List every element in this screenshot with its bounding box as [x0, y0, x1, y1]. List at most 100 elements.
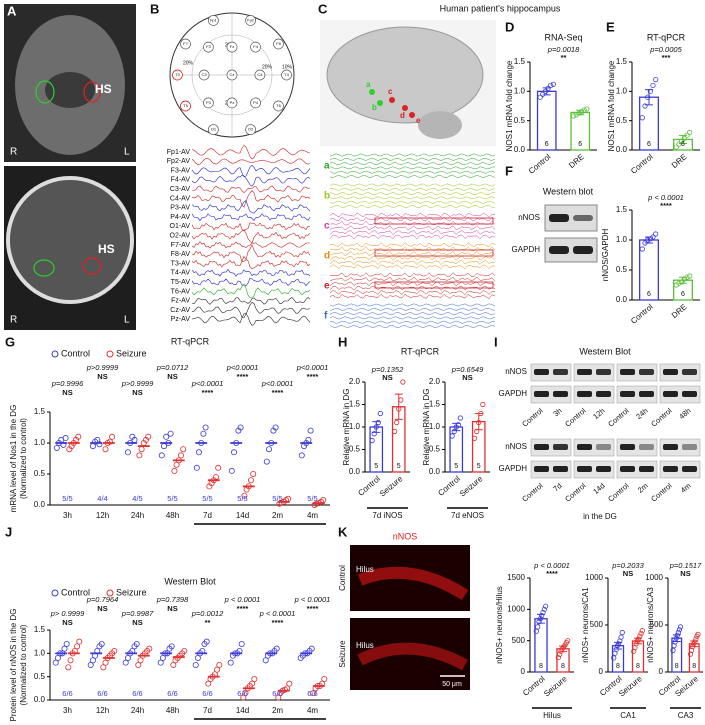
eeg-trace — [191, 312, 311, 326]
band-label: GAPDH — [512, 245, 541, 254]
y-tick-label: 1500 — [507, 573, 525, 582]
data-point — [695, 631, 701, 638]
seeg-trace — [329, 250, 496, 256]
electrode-label: Fp1 — [210, 18, 218, 23]
lane-label: Control — [649, 406, 674, 429]
data-point — [89, 657, 96, 664]
n-label: 5/5 — [62, 494, 72, 503]
data-point — [163, 433, 170, 440]
band — [577, 391, 592, 397]
data-point — [200, 430, 207, 437]
n-label: 4/5 — [132, 494, 142, 503]
data-point — [584, 106, 590, 112]
data-point — [539, 612, 545, 619]
electrode — [180, 38, 191, 50]
legend-label: Control — [61, 587, 90, 597]
n-label: 6 — [647, 291, 651, 298]
eeg-trace — [191, 190, 311, 208]
n-label: 6/6 — [132, 689, 142, 698]
electrode — [281, 69, 292, 81]
trace-label: e — [324, 281, 330, 292]
seeg-trace — [329, 192, 495, 196]
data-point — [537, 616, 543, 622]
data-point — [571, 113, 577, 119]
skull — [6, 176, 134, 304]
eeg-trace — [191, 296, 311, 305]
data-point — [170, 662, 177, 669]
data-point — [687, 129, 693, 135]
y-tick-label: 0 — [659, 667, 664, 676]
lane-label: 24h — [634, 406, 649, 421]
electrode-label: F3 — [206, 44, 211, 49]
data-point — [241, 492, 248, 499]
band — [596, 391, 611, 397]
seeg-trace — [329, 200, 496, 204]
band — [534, 466, 549, 472]
data-point — [250, 470, 257, 477]
data-point — [541, 606, 547, 612]
data-point — [690, 644, 696, 650]
x-tick-label: 24h — [131, 511, 144, 520]
granule-layer — [357, 642, 468, 671]
band-label: GAPDH — [499, 389, 528, 398]
data-point — [373, 424, 379, 430]
electrode — [273, 100, 284, 112]
data-point — [75, 433, 82, 440]
data-point — [537, 94, 543, 100]
legend-label: Seizure — [116, 348, 147, 358]
n-label: 6 — [647, 141, 651, 148]
trace-label: c — [324, 221, 330, 232]
data-point — [375, 419, 381, 426]
band-label: nNOS — [518, 213, 540, 222]
data-point — [396, 406, 402, 412]
roi-right — [82, 257, 102, 275]
channel-label: O1-AV — [170, 223, 191, 230]
x-axis-label: Hilus — [543, 711, 561, 720]
trace-label: a — [324, 161, 330, 172]
seeg-trace — [329, 187, 496, 191]
band — [534, 444, 549, 450]
channel-label: C3-AV — [170, 186, 190, 193]
electrode-label: T4 — [284, 72, 289, 77]
n-label: 8 — [539, 663, 543, 670]
y-axis-label: Protein level of nNOS in the DG — [9, 609, 18, 722]
blot-title: Western Blot — [579, 346, 631, 356]
data-point — [535, 624, 541, 630]
electrode-label: C3 — [202, 72, 208, 77]
band — [620, 466, 635, 472]
data-point — [377, 410, 383, 417]
seeg-trace — [329, 170, 496, 174]
band — [620, 444, 635, 450]
significance: NS — [62, 388, 72, 397]
data-point — [67, 657, 74, 664]
electrode — [226, 97, 238, 109]
x-tick-label: DRE — [567, 152, 586, 170]
chart-title: Western Blot — [164, 576, 216, 586]
lane-label: 14d — [591, 481, 606, 496]
y-tick-label: 2.0 — [429, 377, 441, 386]
data-point — [193, 464, 200, 471]
p-value: p < 0.0001 — [294, 595, 331, 604]
blot — [616, 363, 658, 382]
p-value: p<0.0001 — [261, 379, 294, 388]
y-axis-label: (Normalized to control) — [19, 624, 28, 705]
significance: **** — [272, 388, 284, 397]
blot — [659, 363, 701, 382]
seeg-trace — [329, 157, 496, 161]
electrode-label: T6 — [276, 103, 281, 108]
data-point — [61, 645, 68, 652]
channel-label: O2-AV — [170, 233, 191, 240]
eeg-trace — [191, 164, 311, 177]
panel-letter: G — [5, 334, 15, 349]
eeg-trace — [191, 174, 311, 187]
y-tick-label: 1.5 — [429, 400, 441, 409]
electrode — [180, 100, 191, 112]
data-point — [449, 433, 455, 439]
data-point — [472, 435, 478, 441]
channel-label: C4-AV — [170, 195, 190, 202]
y-tick-label: 1.0 — [514, 86, 526, 95]
data-point — [684, 274, 690, 280]
seeg-trace — [329, 264, 496, 270]
channel-label: Pz-AV — [171, 316, 191, 323]
